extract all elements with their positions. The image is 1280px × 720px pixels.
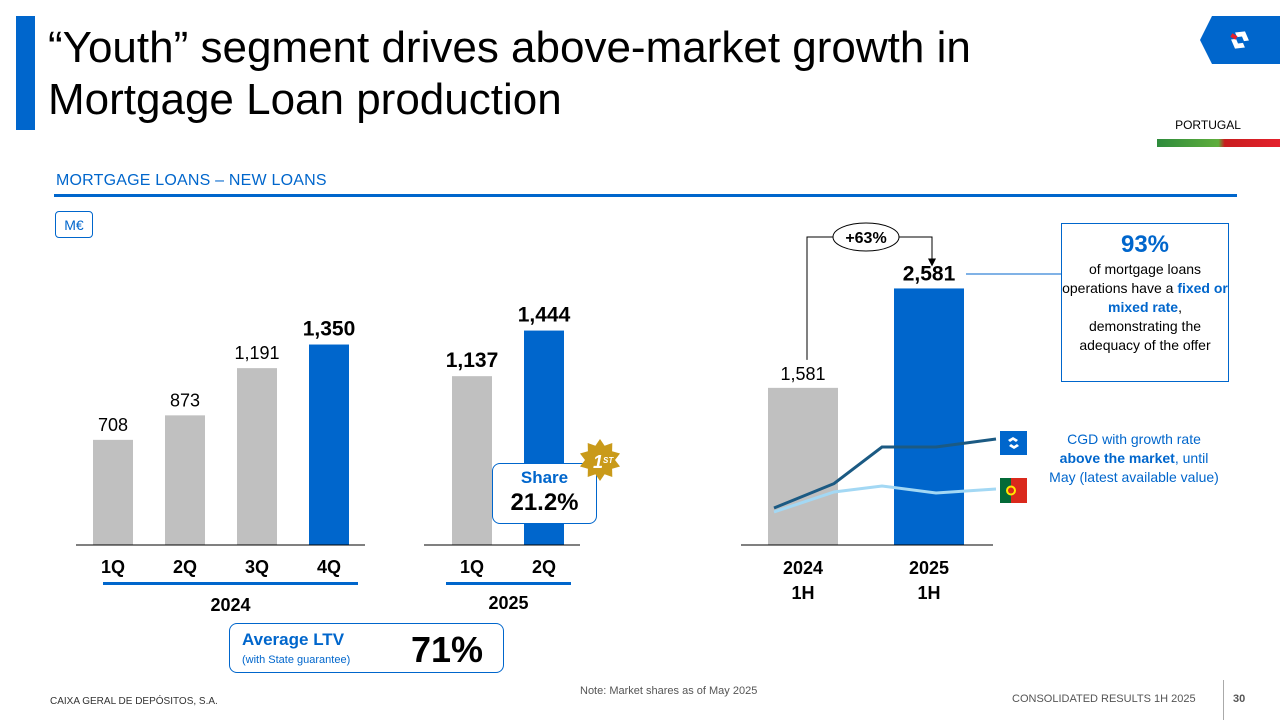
x-tick-label-0: 1Q — [101, 557, 125, 577]
group-label-1: 2025 — [488, 593, 528, 613]
section-title: MORTGAGE LOANS – NEW LOANS — [56, 172, 327, 189]
market-share-box: Share 21.2% — [492, 463, 597, 524]
bar-1 — [165, 415, 205, 545]
rank-suffix: ST — [603, 456, 614, 465]
growth-note-bold: above the market — [1059, 450, 1175, 466]
country-label: PORTUGAL — [1175, 118, 1241, 132]
bar-value-label-3: 1,350 — [303, 318, 356, 341]
x-tick-label-1: 2Q — [173, 557, 197, 577]
country-color-bar — [1157, 139, 1280, 147]
bar-2 — [237, 368, 277, 545]
growth-note-text-1: CGD with growth rate — [1067, 431, 1201, 447]
fixed-rate-callout: 93% of mortgage loans operations have a … — [1061, 223, 1229, 382]
bar-value-label-2: 1,191 — [234, 343, 279, 363]
x-tick-label-4: 1Q — [460, 557, 484, 577]
bar-value-label-0: 708 — [98, 415, 128, 435]
ltv-sublabel: (with State guarantee) — [242, 654, 351, 666]
share-label: Share — [520, 468, 569, 487]
footer-company: CAIXA GERAL DE DEPÓSITOS, S.A. — [50, 696, 218, 707]
growth-note: CGD with growth rate above the market, u… — [1046, 430, 1222, 487]
title-accent-bar — [16, 16, 35, 130]
page-number: 30 — [1233, 693, 1246, 705]
callout-text-1: of mortgage loans operations have a — [1062, 261, 1202, 296]
section-rule — [54, 194, 1237, 197]
footer-note: Note: Market shares as of May 2025 — [580, 685, 758, 697]
hy-x-tick-1-0: 2025 — [909, 558, 949, 578]
growth-arrowhead — [928, 258, 936, 267]
callout-bold: fixed or mixed rate — [1108, 280, 1228, 315]
bar-value-label-1: 873 — [170, 390, 200, 410]
half-year-bar-chart: 1,581 2024 1H 2,581 2025 1H +63% — [741, 222, 1061, 603]
market-growth-line — [773, 484, 997, 514]
x-tick-label-5: 2Q — [532, 557, 556, 577]
growth-connector-right — [899, 236, 933, 263]
hy-value-label-0: 1,581 — [780, 364, 825, 384]
bar-3 — [309, 344, 349, 545]
hy-x-tick-0-1: 1H — [791, 583, 814, 603]
quarterly-bar-chart: 7081Q8732Q1,1913Q1,3504Q1,1371Q1,4442Q20… — [76, 304, 580, 615]
ltv-value: 71% — [411, 629, 484, 670]
first-place-badge-icon: 1 ST — [580, 439, 620, 481]
bar-0 — [93, 439, 133, 545]
group-label-0: 2024 — [210, 595, 250, 615]
unit-badge: M€ — [55, 211, 93, 238]
ltv-label: Average LTV — [242, 630, 345, 649]
hy-value-label-1: 2,581 — [903, 262, 956, 285]
group-bracket-1 — [446, 582, 571, 585]
cgd-logo-icon — [1000, 431, 1027, 455]
footer-report-title: CONSOLIDATED RESULTS 1H 2025 — [1012, 693, 1196, 705]
share-value: 21.2% — [510, 489, 579, 516]
hy-bar-1 — [894, 288, 964, 545]
bar-4 — [452, 376, 492, 545]
hy-bar-0 — [768, 387, 838, 545]
portugal-flag-icon — [1000, 478, 1027, 503]
group-bracket-0 — [103, 582, 358, 585]
footer-divider — [1223, 680, 1224, 720]
cgd-growth-line — [773, 437, 997, 510]
growth-bubble — [832, 222, 900, 252]
rank-number: 1 — [593, 452, 603, 472]
x-tick-label-3: 4Q — [317, 557, 341, 577]
bar-value-label-5: 1,444 — [518, 304, 571, 327]
hy-x-tick-0-0: 2024 — [783, 558, 823, 578]
average-ltv-box: Average LTV (with State guarantee) 71% — [229, 623, 504, 673]
page-title: “Youth” segment drives above-market grow… — [48, 23, 971, 124]
growth-label: +63% — [845, 230, 886, 247]
callout-value: 93% — [1120, 231, 1170, 258]
hy-x-tick-1-1: 1H — [917, 583, 940, 603]
cgd-logo-icon — [1200, 16, 1280, 64]
bar-value-label-4: 1,137 — [446, 349, 499, 372]
growth-note-text-2: , until May (latest available value) — [1049, 450, 1219, 485]
callout-text-2: , demonstrating the adequacy of the offe… — [1079, 299, 1211, 353]
growth-connector-left — [806, 236, 834, 360]
x-tick-label-2: 3Q — [245, 557, 269, 577]
